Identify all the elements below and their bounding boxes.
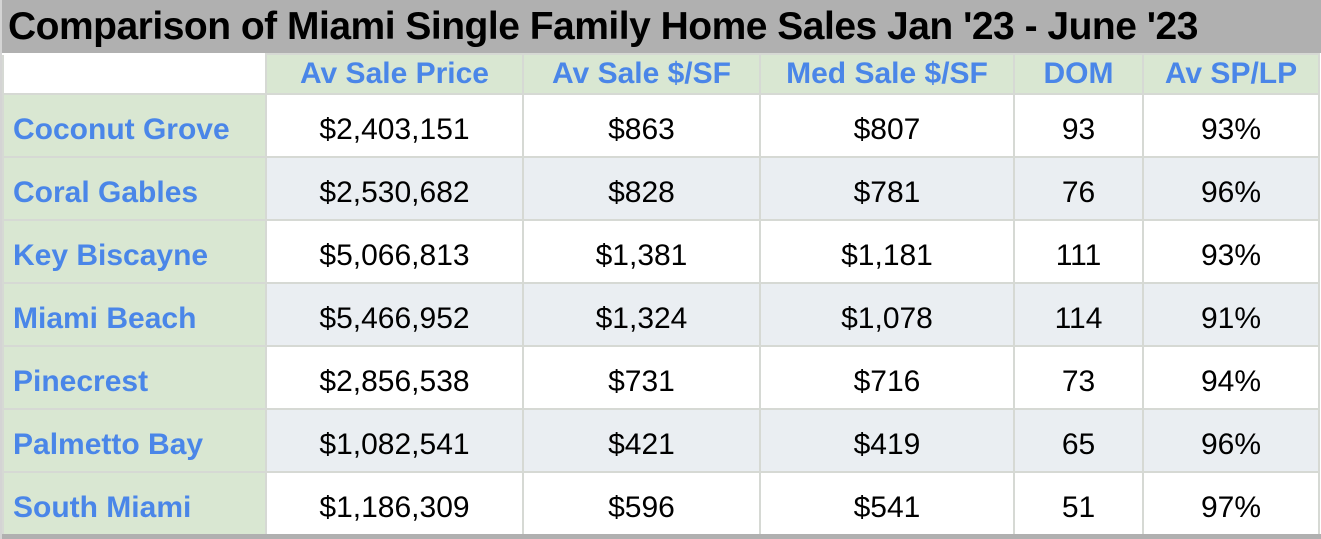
row-header: Pinecrest [2,345,267,410]
cell-dom: 51 [1013,471,1144,536]
cell-av-sp-lp: 96% [1142,156,1320,221]
row-header: Key Biscayne [2,219,267,284]
cell-av-sp-lp: 91% [1142,282,1320,347]
column-header-med-sale-psf: Med Sale $/SF [759,53,1015,95]
column-header-av-sale-price: Av Sale Price [265,53,524,95]
cell-av-sale-price: $2,403,151 [265,93,524,158]
row-header: Coral Gables [2,156,267,221]
column-header-av-sp-lp: Av SP/LP [1142,53,1320,95]
cell-av-sale-price: $1,186,309 [265,471,524,536]
cell-dom: 73 [1013,345,1144,410]
cell-av-sp-lp: 97% [1142,471,1320,536]
row-header: Palmetto Bay [2,408,267,473]
cell-av-sale-psf: $1,324 [522,282,761,347]
table-row-palmetto-bay: Palmetto Bay $1,082,541 $421 $419 65 96% [2,408,1320,473]
cell-med-sale-psf: $541 [759,471,1015,536]
cell-dom: 76 [1013,156,1144,221]
cell-med-sale-psf: $419 [759,408,1015,473]
cell-av-sale-psf: $731 [522,345,761,410]
cell-dom: 114 [1013,282,1144,347]
cell-med-sale-psf: $781 [759,156,1015,221]
table-row-pinecrest: Pinecrest $2,856,538 $731 $716 73 94% [2,345,1320,410]
header-row: Av Sale Price Av Sale $/SF Med Sale $/SF… [2,53,1320,95]
table-row-south-miami: South Miami $1,186,309 $596 $541 51 97% [2,471,1320,536]
cell-av-sp-lp: 93% [1142,93,1320,158]
cell-dom: 111 [1013,219,1144,284]
cell-av-sp-lp: 93% [1142,219,1320,284]
cell-av-sale-price: $2,530,682 [265,156,524,221]
cell-dom: 93 [1013,93,1144,158]
data-table: Av Sale Price Av Sale $/SF Med Sale $/SF… [2,53,1320,536]
cell-med-sale-psf: $807 [759,93,1015,158]
cell-med-sale-psf: $1,181 [759,219,1015,284]
cell-av-sale-price: $5,466,952 [265,282,524,347]
cell-av-sale-price: $5,066,813 [265,219,524,284]
cell-av-sale-price: $1,082,541 [265,408,524,473]
cell-av-sale-psf: $421 [522,408,761,473]
row-header: Coconut Grove [2,93,267,158]
column-header-dom: DOM [1013,53,1144,95]
cell-med-sale-psf: $1,078 [759,282,1015,347]
cell-dom: 65 [1013,408,1144,473]
cell-av-sale-psf: $1,381 [522,219,761,284]
row-header: Miami Beach [2,282,267,347]
table-row-key-biscayne: Key Biscayne $5,066,813 $1,381 $1,181 11… [2,219,1320,284]
cell-av-sale-psf: $596 [522,471,761,536]
cell-av-sale-psf: $863 [522,93,761,158]
page-title: Comparison of Miami Single Family Home S… [2,0,1321,53]
cell-av-sale-price: $2,856,538 [265,345,524,410]
column-header-av-sale-psf: Av Sale $/SF [522,53,761,95]
row-header: South Miami [2,471,267,536]
cell-av-sp-lp: 96% [1142,408,1320,473]
bottom-border-strip [2,534,1321,539]
cell-av-sp-lp: 94% [1142,345,1320,410]
table-row-coconut-grove: Coconut Grove $2,403,151 $863 $807 93 93… [2,93,1320,158]
cell-med-sale-psf: $716 [759,345,1015,410]
table-row-coral-gables: Coral Gables $2,530,682 $828 $781 76 96% [2,156,1320,221]
table-row-miami-beach: Miami Beach $5,466,952 $1,324 $1,078 114… [2,282,1320,347]
cell-av-sale-psf: $828 [522,156,761,221]
corner-cell [2,53,267,95]
